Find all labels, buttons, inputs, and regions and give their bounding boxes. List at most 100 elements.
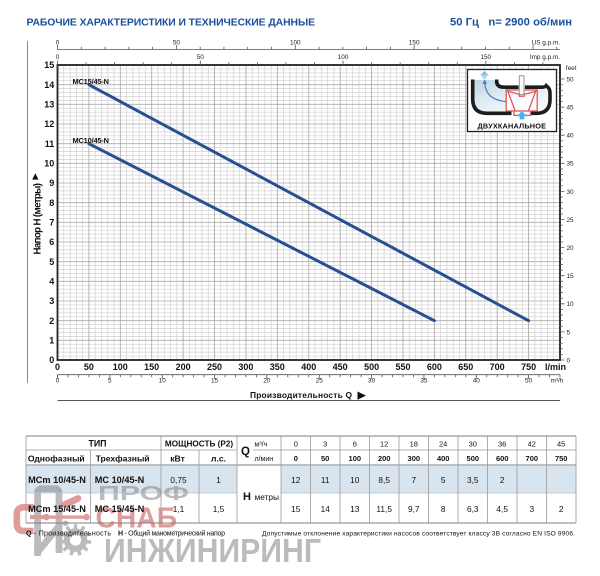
svg-text:20: 20 [567, 245, 575, 252]
svg-text:7: 7 [411, 475, 416, 485]
svg-text:8,5: 8,5 [378, 475, 390, 485]
svg-text:0: 0 [294, 454, 298, 463]
svg-text:Imp g.p.m.: Imp g.p.m. [530, 54, 560, 61]
svg-text:600: 600 [496, 454, 509, 463]
svg-text:500: 500 [364, 362, 379, 372]
svg-text:35: 35 [420, 378, 428, 385]
svg-text:H: H [243, 491, 251, 503]
svg-text:ПРОФ: ПРОФ [98, 483, 189, 505]
svg-text:400: 400 [301, 362, 316, 372]
svg-text:5: 5 [567, 329, 571, 336]
svg-text:1: 1 [49, 336, 54, 346]
svg-text:РАБОЧИЕ ХАРАКТЕРИСТИКИ И ТЕХНИ: РАБОЧИЕ ХАРАКТЕРИСТИКИ И ТЕХНИЧЕСКИЕ ДАН… [27, 18, 316, 29]
svg-text:350: 350 [270, 362, 285, 372]
svg-text:СНАБ: СНАБ [96, 503, 178, 535]
svg-text:12: 12 [380, 439, 388, 448]
svg-text:30: 30 [368, 378, 376, 385]
svg-text:500: 500 [467, 454, 480, 463]
svg-text:11,5: 11,5 [376, 504, 392, 514]
svg-text:650: 650 [458, 362, 473, 372]
svg-text:100: 100 [113, 362, 128, 372]
svg-text:9,7: 9,7 [408, 504, 420, 514]
svg-text:100: 100 [290, 40, 301, 47]
svg-text:40: 40 [567, 133, 575, 140]
svg-text:7: 7 [49, 218, 54, 228]
svg-text:MC15/45-N: MC15/45-N [73, 77, 110, 86]
svg-text:MC10/45-N: MC10/45-N [73, 136, 110, 145]
svg-text:5: 5 [49, 257, 54, 267]
svg-text:50: 50 [321, 454, 329, 463]
svg-text:150: 150 [480, 54, 491, 61]
svg-text:0: 0 [56, 378, 60, 385]
svg-text:кВт: кВт [170, 453, 185, 463]
svg-text:9: 9 [49, 178, 54, 188]
svg-text:450: 450 [333, 362, 348, 372]
svg-text:MC 15/45-N: MC 15/45-N [95, 504, 145, 514]
svg-text:6,3: 6,3 [467, 504, 479, 514]
svg-text:50: 50 [525, 378, 533, 385]
svg-text:м³/ч: м³/ч [255, 441, 268, 448]
svg-text:3: 3 [529, 504, 534, 514]
svg-text:750: 750 [521, 362, 536, 372]
svg-text:0: 0 [567, 357, 571, 364]
svg-text:400: 400 [437, 454, 450, 463]
svg-text:30: 30 [469, 439, 477, 448]
svg-text:700: 700 [490, 362, 505, 372]
svg-text:12: 12 [44, 119, 54, 129]
svg-text:50 Гц n= 2900 об/мин: 50 Гц n= 2900 об/мин [450, 17, 572, 29]
svg-text:600: 600 [427, 362, 442, 372]
svg-text:15: 15 [567, 273, 575, 280]
svg-text:150: 150 [144, 362, 159, 372]
svg-text:MCm 10/45-N: MCm 10/45-N [28, 475, 86, 485]
svg-text:8: 8 [441, 504, 446, 514]
svg-text:ИНЖИНИРИНГ: ИНЖИНИРИНГ [104, 533, 321, 570]
svg-text:3: 3 [49, 296, 54, 306]
svg-text:feet: feet [566, 65, 577, 72]
svg-text:45: 45 [557, 439, 565, 448]
svg-text:35: 35 [567, 161, 575, 168]
svg-text:1: 1 [216, 475, 221, 485]
svg-text:50: 50 [197, 54, 205, 61]
svg-text:ДВУХКАНАЛЬНОЕ: ДВУХКАНАЛЬНОЕ [478, 121, 547, 130]
svg-text:Напор H (метры): Напор H (метры) [32, 183, 43, 255]
svg-text:0: 0 [294, 439, 298, 448]
svg-text:20: 20 [263, 378, 271, 385]
svg-text:36: 36 [498, 439, 506, 448]
svg-text:8: 8 [49, 198, 54, 208]
svg-text:2: 2 [500, 475, 505, 485]
svg-text:Допустимые отклонение характер: Допустимые отклонение характеристики нас… [262, 531, 575, 538]
svg-text:25: 25 [567, 217, 575, 224]
svg-text:3: 3 [323, 439, 327, 448]
svg-text:10: 10 [159, 378, 167, 385]
svg-text:50: 50 [173, 40, 181, 47]
svg-text:100: 100 [349, 454, 362, 463]
svg-text:4: 4 [49, 277, 54, 287]
svg-text:550: 550 [395, 362, 410, 372]
svg-text:150: 150 [409, 40, 420, 47]
svg-text:0: 0 [56, 40, 60, 47]
svg-text:Однофазный: Однофазный [28, 453, 85, 463]
svg-text:US g.p.m.: US g.p.m. [532, 40, 561, 47]
svg-text:2: 2 [559, 504, 564, 514]
svg-text:H - Общий манометрический напо: H - Общий манометрический напор [118, 530, 225, 538]
svg-text:12: 12 [291, 475, 301, 485]
svg-text:750: 750 [555, 454, 568, 463]
svg-text:2: 2 [49, 316, 54, 326]
svg-text:300: 300 [408, 454, 421, 463]
svg-text:11: 11 [45, 139, 55, 149]
svg-text:15: 15 [211, 378, 219, 385]
svg-text:40: 40 [473, 378, 481, 385]
svg-text:5: 5 [441, 475, 446, 485]
svg-text:15: 15 [44, 60, 54, 70]
svg-text:15: 15 [291, 504, 301, 514]
svg-text:Q - Производительность: Q - Производительность [26, 531, 111, 538]
svg-text:0: 0 [55, 362, 60, 372]
svg-text:50: 50 [567, 76, 575, 83]
svg-text:14: 14 [44, 80, 54, 90]
svg-text:50: 50 [84, 362, 94, 372]
svg-text:11: 11 [321, 475, 330, 485]
svg-text:10: 10 [567, 301, 575, 308]
svg-text:л.с.: л.с. [211, 453, 226, 463]
svg-text:30: 30 [567, 189, 575, 196]
svg-text:1,1: 1,1 [173, 504, 185, 514]
